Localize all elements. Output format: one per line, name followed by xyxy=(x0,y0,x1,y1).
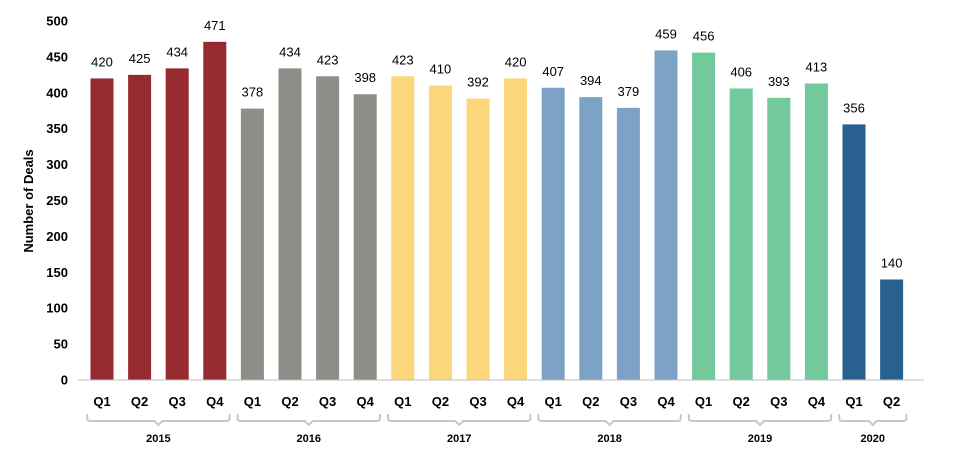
data-label: 406 xyxy=(730,64,752,79)
bar-2016-q3 xyxy=(316,76,340,380)
y-tick-label: 350 xyxy=(46,121,68,136)
data-label: 407 xyxy=(542,64,564,79)
x-tick-label: Q3 xyxy=(620,394,637,409)
bar-2018-q2 xyxy=(579,97,603,380)
x-tick-label: Q1 xyxy=(394,394,411,409)
x-tick-label: Q4 xyxy=(206,394,224,409)
data-label: 459 xyxy=(655,26,677,41)
y-tick-label: 450 xyxy=(46,49,68,64)
bar-2016-q1 xyxy=(240,108,264,380)
y-tick-label: 400 xyxy=(46,85,68,100)
year-label: 2017 xyxy=(447,433,471,445)
bar-2019-q2 xyxy=(729,88,753,380)
x-axis-labels: Q1 Q2 Q3 Q4 Q1 Q2 Q3 Q4 Q1 Q2 Q3 Q4 Q1 Q2 Q3 Q4 Q1 Q2 Q3 Q4… xyxy=(93,394,900,409)
bar-2018-q3 xyxy=(616,107,640,381)
bar-2020-q1 xyxy=(842,124,866,380)
bar-2015-q1 xyxy=(90,78,114,380)
x-tick-label: Q4 xyxy=(507,394,525,409)
bar-2018-q1 xyxy=(541,87,565,381)
year-bracket xyxy=(537,414,682,427)
y-tick-label: 100 xyxy=(46,301,68,316)
y-tick-label: 500 xyxy=(46,14,68,29)
y-tick-label: 50 xyxy=(54,337,68,352)
year-bracket xyxy=(838,414,908,427)
bar-2016-q4 xyxy=(353,94,377,381)
data-label: 420 xyxy=(505,54,527,69)
x-tick-label: Q4 xyxy=(657,394,675,409)
year-label: 2018 xyxy=(597,433,621,445)
year-label: 2020 xyxy=(861,433,885,445)
x-tick-label: Q3 xyxy=(469,394,486,409)
data-label: 434 xyxy=(166,44,188,59)
y-tick-label: 150 xyxy=(46,265,68,280)
y-tick-label: 300 xyxy=(46,157,68,172)
y-axis: 0 50 100 150 200 250 300 350 400 450 500 xyxy=(46,14,68,388)
year-bracket xyxy=(236,414,381,427)
y-tick-label: 200 xyxy=(46,229,68,244)
bar-2016-q2 xyxy=(278,68,302,380)
data-label: 356 xyxy=(843,100,865,115)
bar-2015-q3 xyxy=(165,68,189,380)
data-label: 398 xyxy=(354,70,376,85)
bar-2019-q3 xyxy=(767,97,791,381)
x-tick-label: Q3 xyxy=(169,394,186,409)
x-tick-label: Q1 xyxy=(845,394,862,409)
data-label: 456 xyxy=(693,29,715,44)
data-label: 434 xyxy=(279,44,301,59)
year-bracket xyxy=(387,414,532,427)
x-tick-label: Q1 xyxy=(545,394,562,409)
x-tick-label: Q4 xyxy=(808,394,826,409)
x-tick-label: Q3 xyxy=(319,394,336,409)
x-tick-label: Q3 xyxy=(770,394,787,409)
data-label: 425 xyxy=(129,51,151,66)
data-label: 140 xyxy=(881,255,903,270)
bar-2019-q4 xyxy=(804,83,828,380)
bar-2019-q1 xyxy=(692,52,716,380)
data-label: 423 xyxy=(317,52,339,67)
bar-2020-q2 xyxy=(880,279,904,380)
data-label: 379 xyxy=(618,84,640,99)
x-tick-label: Q2 xyxy=(281,394,298,409)
y-tick-label: 250 xyxy=(46,193,68,208)
year-bracket xyxy=(86,414,231,427)
data-label: 423 xyxy=(392,52,414,67)
bar-2017-q1 xyxy=(391,76,415,380)
data-label: 392 xyxy=(467,75,489,90)
year-brackets: 2015 2016 2017 2018 2019 2020 xyxy=(86,414,908,445)
bar-2017-q2 xyxy=(428,85,452,381)
bar-2018-q4 xyxy=(654,50,678,381)
bars: 420 425 434 471 378 434 423 398 423 410 392 420 407 3… xyxy=(90,18,904,381)
year-label: 2016 xyxy=(297,433,321,445)
year-label: 2015 xyxy=(146,433,170,445)
year-bracket xyxy=(687,414,833,427)
data-label: 420 xyxy=(91,54,113,69)
data-label: 378 xyxy=(242,85,264,100)
bar-2017-q4 xyxy=(504,78,528,380)
x-tick-label: Q4 xyxy=(357,394,375,409)
bar-2015-q4 xyxy=(203,41,227,381)
x-tick-label: Q1 xyxy=(695,394,712,409)
data-label: 410 xyxy=(430,62,452,77)
x-tick-label: Q2 xyxy=(883,394,900,409)
y-axis-label: Number of Deals xyxy=(21,149,36,252)
y-tick-label: 0 xyxy=(61,373,68,388)
x-tick-label: Q2 xyxy=(432,394,449,409)
data-label: 413 xyxy=(806,59,828,74)
x-tick-label: Q2 xyxy=(733,394,750,409)
x-tick-label: Q1 xyxy=(244,394,261,409)
data-label: 393 xyxy=(768,74,790,89)
bar-2017-q3 xyxy=(466,98,490,380)
year-label: 2019 xyxy=(748,433,772,445)
bar-2015-q2 xyxy=(128,74,152,380)
x-tick-label: Q2 xyxy=(582,394,599,409)
data-label: 471 xyxy=(204,18,226,33)
x-tick-label: Q1 xyxy=(93,394,110,409)
x-tick-label: Q2 xyxy=(131,394,148,409)
data-label: 394 xyxy=(580,73,602,88)
